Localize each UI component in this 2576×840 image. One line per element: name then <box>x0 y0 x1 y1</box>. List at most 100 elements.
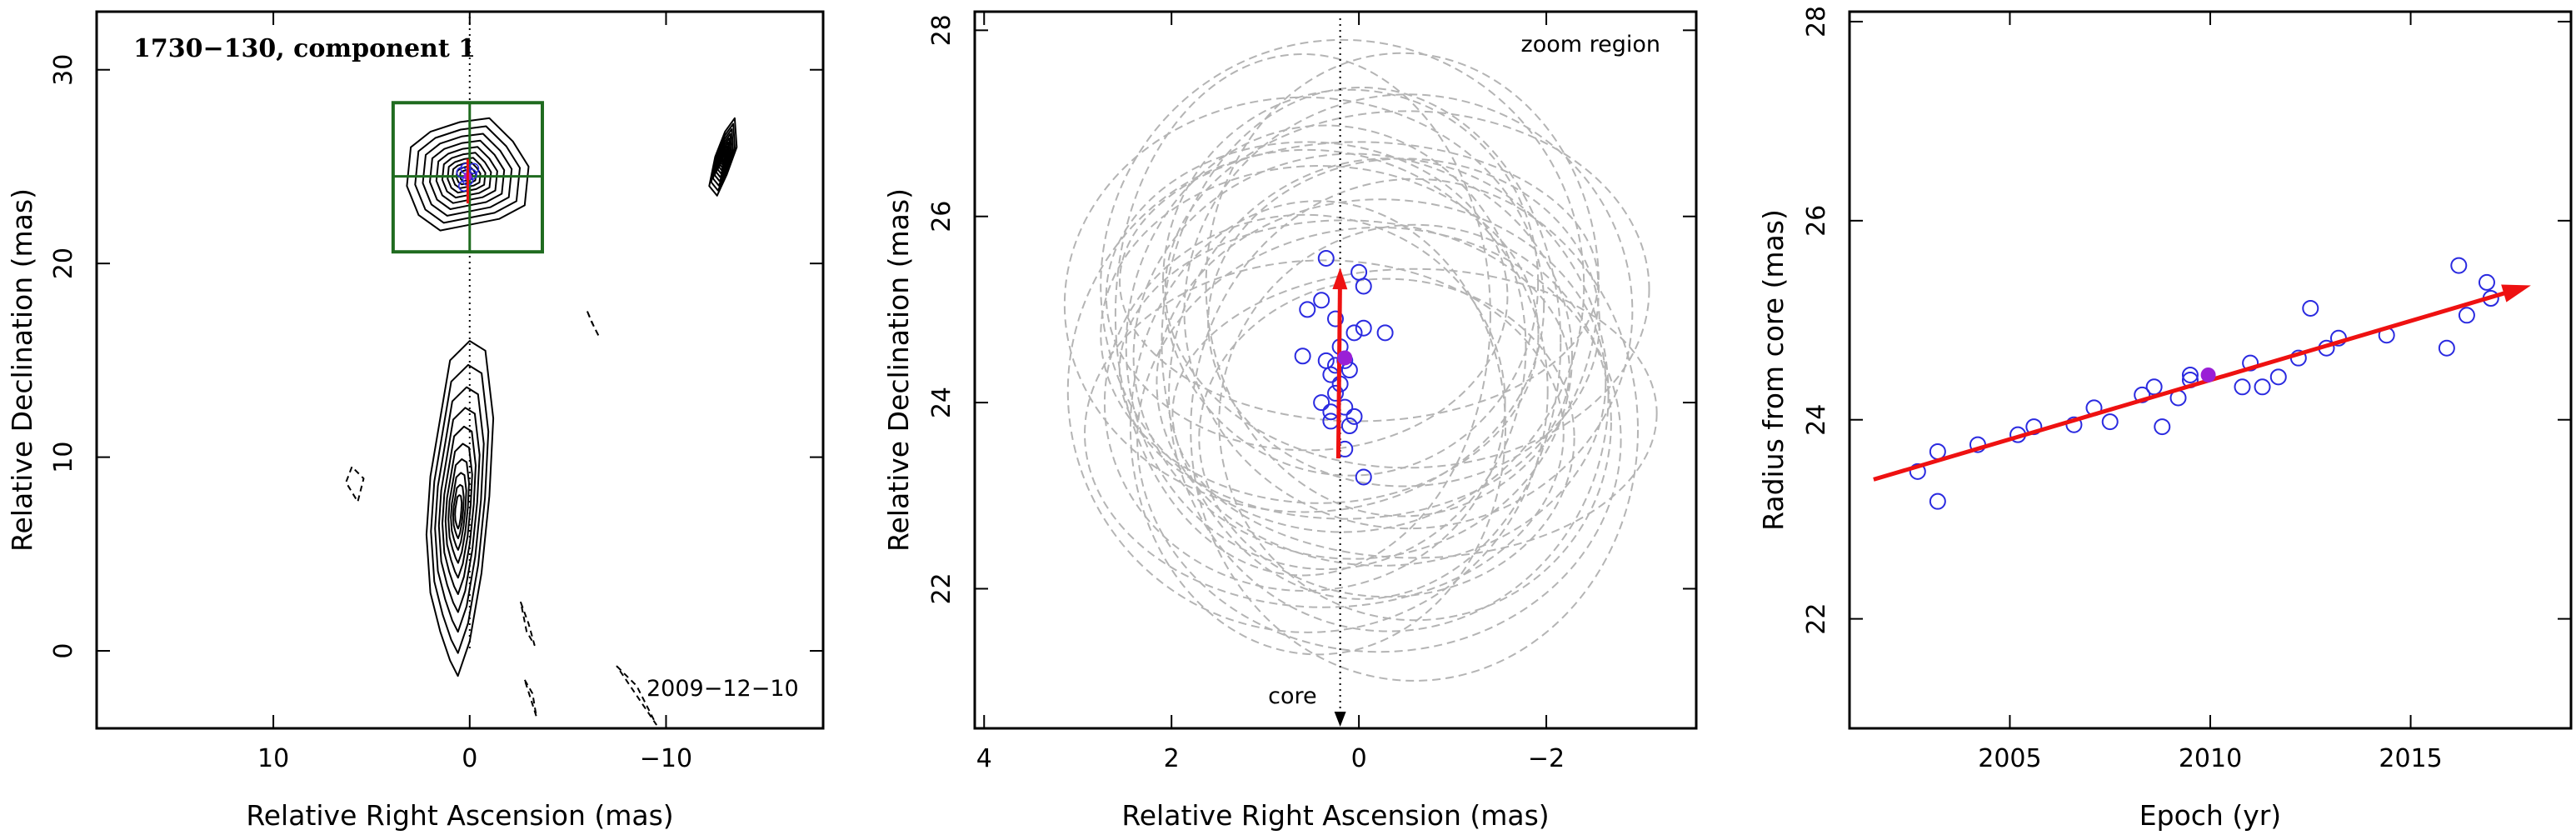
beam-ellipse <box>1168 158 1610 632</box>
mean-point <box>2200 367 2216 382</box>
beam-ellipse <box>1207 158 1600 488</box>
contour-jet-core <box>437 407 481 613</box>
data-point <box>2234 378 2251 396</box>
data-point <box>2065 416 2083 433</box>
data-point <box>1294 348 1311 365</box>
data-point <box>2181 366 2199 383</box>
x-ticks: 4 2 0 −2 <box>976 12 1565 773</box>
y-axis-label: Relative Declination (mas) <box>882 188 915 552</box>
plot-frame <box>973 10 1698 730</box>
contour-east-blob <box>721 153 726 163</box>
contour-east-blob <box>710 122 736 192</box>
contour-jet-core <box>454 494 463 530</box>
beam-ellipse <box>1205 52 1600 518</box>
contour-neg-5 <box>616 665 657 726</box>
y-tick-label: 24 <box>927 387 956 418</box>
beam-ellipse <box>1132 152 1573 560</box>
y-ticks: 22 24 26 28 <box>1802 6 2571 635</box>
beam-ellipse <box>1161 86 1562 600</box>
data-point <box>1340 418 1358 435</box>
contour-jet-core <box>442 425 477 595</box>
x-tick-label: 2 <box>1164 744 1180 773</box>
zoom-region-label: zoom region <box>1521 32 1660 58</box>
beam-ellipse <box>1105 141 1509 452</box>
contour-component <box>429 139 506 210</box>
y-tick-label: 28 <box>1802 6 1831 38</box>
x-tick-label: −2 <box>1528 744 1565 773</box>
contour-component <box>422 132 513 217</box>
beam-ellipse <box>1161 88 1540 477</box>
data-point <box>1355 468 1372 486</box>
contour-component <box>459 168 473 182</box>
contour-component <box>455 165 477 186</box>
y-tick-label: 22 <box>1802 603 1831 635</box>
data-point <box>2242 354 2259 372</box>
beam-ellipse <box>1164 110 1650 469</box>
data-point <box>2254 378 2271 396</box>
contour-neg-3 <box>520 601 536 647</box>
data-point <box>1909 462 1926 480</box>
x-ticks: 2005 2010 2015 <box>1978 12 2443 773</box>
x-axis-label: Relative Right Ascension (mas) <box>1121 799 1549 832</box>
beam-ellipse <box>1218 223 1612 622</box>
y-axis-label: Radius from core (mas) <box>1757 209 1790 531</box>
y-tick-label: 24 <box>1802 404 1831 436</box>
data-point <box>2134 386 2151 403</box>
contour-jet-core <box>452 483 465 540</box>
data-point <box>1322 403 1340 421</box>
contour-component <box>435 146 498 204</box>
core-arrowhead <box>1334 712 1346 727</box>
beam-ellipse <box>1100 38 1585 533</box>
x-tick-label: 0 <box>1351 744 1367 773</box>
contour-east-blob <box>715 138 731 178</box>
x-tick-label: 10 <box>257 744 289 773</box>
y-tick-label: 26 <box>927 201 956 232</box>
data-point <box>1317 352 1335 369</box>
contour-east-blob <box>708 117 738 197</box>
contour-jet-core <box>425 340 495 678</box>
data-point <box>1327 310 1344 328</box>
y-tick-label: 10 <box>49 442 78 473</box>
y-tick-label: 30 <box>49 54 78 86</box>
data-points <box>1294 249 1394 486</box>
x-axis-label: Relative Right Ascension (mas) <box>246 799 673 832</box>
beam-ellipse <box>1136 226 1622 653</box>
contour-neg-1 <box>345 466 365 503</box>
arrow-shaft <box>1335 284 1342 459</box>
contour-east-blob <box>711 128 734 187</box>
data-point <box>1313 292 1330 309</box>
fit-arrow <box>1873 284 2531 482</box>
contour-component <box>441 152 492 199</box>
contour-component <box>414 125 521 224</box>
x-tick-label: 4 <box>976 744 992 773</box>
contour-neg-4 <box>523 678 537 718</box>
fit-arrow-head <box>2501 284 2531 302</box>
plot-frame <box>95 10 825 730</box>
y-tick-label: 26 <box>1802 205 1831 237</box>
beam-ellipse <box>1129 200 1507 656</box>
contour-east-blob <box>714 132 733 182</box>
data-point <box>2450 257 2468 274</box>
beam-ellipse <box>1125 124 1527 571</box>
data-point <box>1345 324 1363 342</box>
beam-ellipse <box>1183 93 1634 530</box>
y-tick-label: 22 <box>927 572 956 604</box>
beam-ellipse <box>1190 178 1639 682</box>
data-point <box>2145 378 2163 396</box>
data-point <box>1313 394 1330 412</box>
panel-radius-epoch: 2005 2010 2015 22 24 26 28 Epoch (yr) Radius … <box>1757 6 2573 832</box>
contour-component <box>447 157 487 194</box>
contour-jet-core <box>430 363 490 654</box>
data-point <box>2438 339 2455 357</box>
data-point <box>1355 278 1372 295</box>
x-ticks: 10 0 −10 <box>257 12 692 773</box>
contour-component <box>406 117 530 232</box>
chart-title: 1730−130, component 1 <box>133 34 476 63</box>
contour-jet-core <box>444 442 473 579</box>
beam-ellipse <box>1171 268 1658 559</box>
beam-ellipse <box>1066 148 1549 633</box>
motion-arrow <box>1332 268 1348 459</box>
contours <box>345 117 738 726</box>
contour-jet-core <box>450 472 467 551</box>
